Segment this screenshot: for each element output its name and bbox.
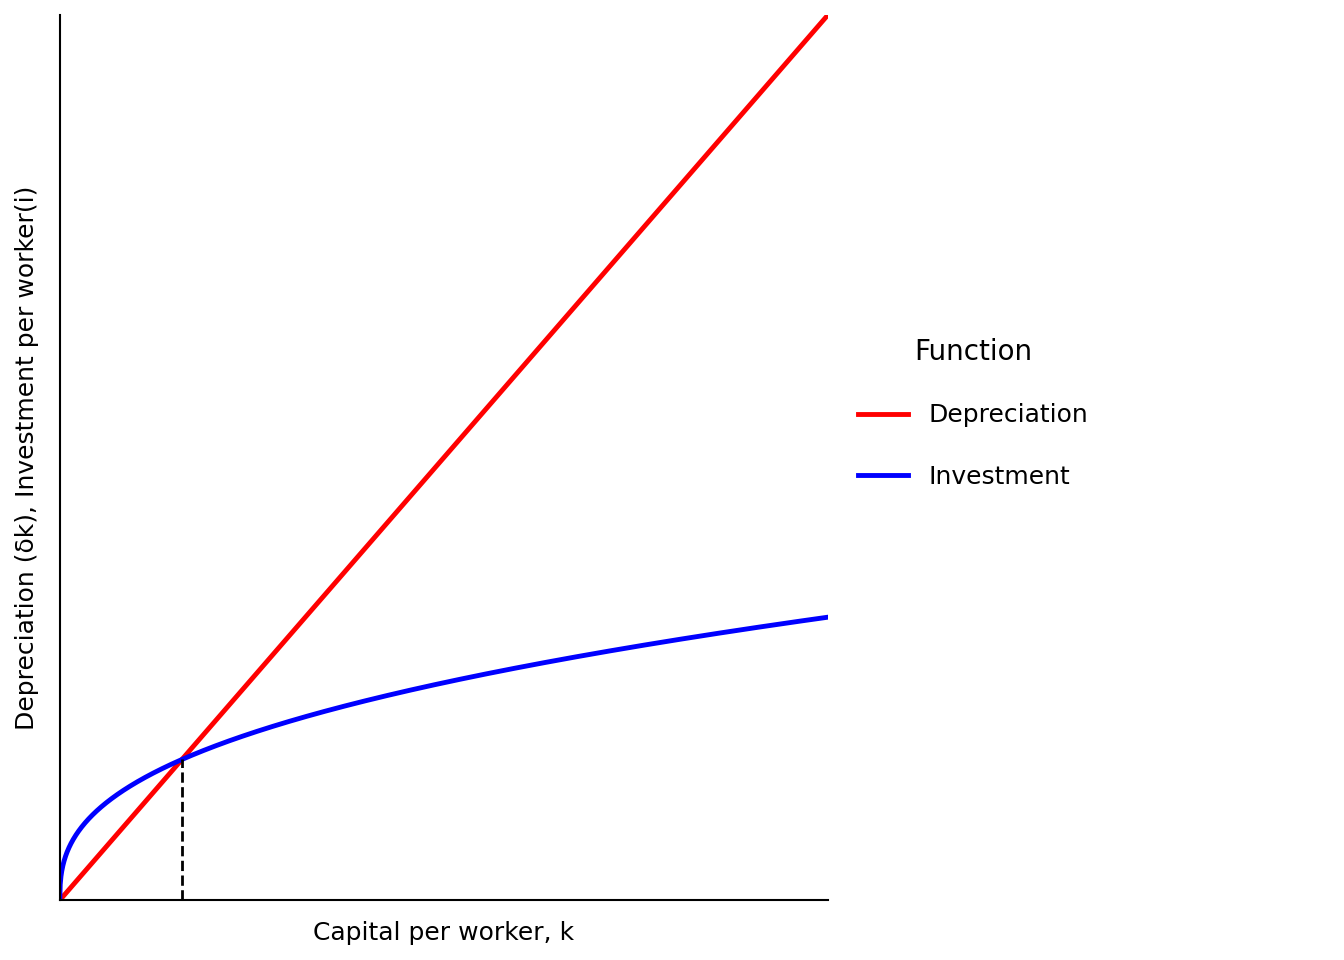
Depreciation — [797, 36, 813, 47]
Depreciation — [820, 10, 836, 21]
Legend: Depreciation, Investment: Depreciation, Investment — [848, 327, 1098, 499]
Investment — [797, 614, 813, 626]
Y-axis label: Depreciation (δk), Investment per worker(i): Depreciation (δk), Investment per worker… — [15, 185, 39, 730]
Depreciation — [797, 35, 813, 46]
Line: Depreciation: Depreciation — [60, 15, 828, 900]
Depreciation — [656, 198, 672, 209]
Depreciation — [425, 464, 441, 475]
Investment — [405, 684, 421, 695]
Investment — [91, 804, 108, 815]
X-axis label: Capital per worker, k: Capital per worker, k — [313, 921, 574, 945]
Investment — [52, 893, 69, 904]
Depreciation — [405, 488, 421, 499]
Investment — [425, 680, 441, 691]
Depreciation — [91, 850, 108, 861]
Investment — [656, 636, 672, 647]
Line: Investment: Investment — [60, 617, 828, 899]
Investment — [820, 612, 836, 623]
Depreciation — [52, 895, 69, 906]
Investment — [797, 614, 813, 626]
